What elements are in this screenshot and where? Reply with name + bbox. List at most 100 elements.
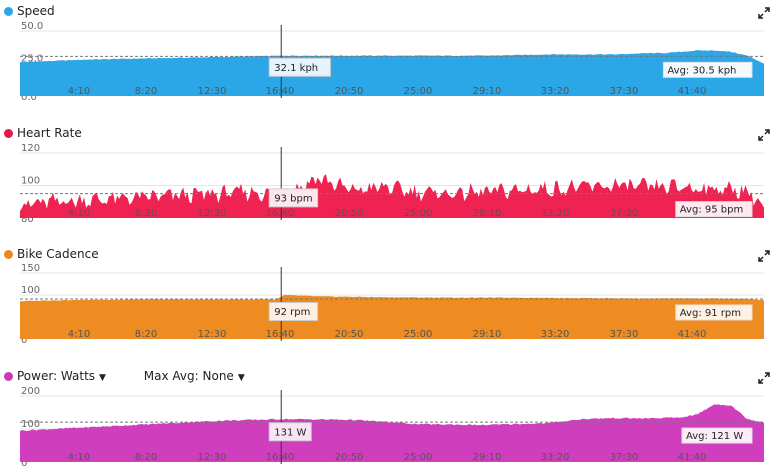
power-chart[interactable]: 0 100 200 4:10 8:20 12:30 16:40 20:50 25:00 29:10… (0, 364, 784, 474)
cadence-legend-dot (4, 250, 13, 259)
x-tick-label: 33:20 (541, 329, 570, 340)
x-tick-label: 37:30 (610, 208, 639, 219)
cadence-title: Bike Cadence (4, 247, 99, 261)
avg-label-text: Avg: 30.5 kph (667, 65, 736, 76)
x-tick-label: 12:30 (198, 329, 227, 340)
avg-label: Avg: 95 bpm (675, 201, 753, 218)
x-tick-label: 33:20 (541, 208, 570, 219)
y-tick-label: 100 (21, 285, 40, 296)
speed-chart[interactable]: 0.0 25.0 50.0 4:10 8:20 12:30 16:40 20:50 25:00 2… (0, 0, 784, 118)
max-avg-dropdown[interactable]: Max Avg: None ▼ (144, 369, 245, 385)
heart-rate-title: Heart Rate (4, 126, 82, 140)
x-tick-label: 20:50 (335, 86, 364, 97)
speed-title: Speed (4, 4, 55, 18)
x-tick-label: 20:50 (335, 208, 364, 219)
x-tick-label: 41:40 (678, 452, 707, 463)
series-area (20, 50, 764, 96)
x-tick-label: 29:10 (473, 208, 502, 219)
series-area (20, 174, 764, 218)
cursor-tooltip: 93 bpm (268, 188, 319, 208)
x-tick-label: 12:30 (198, 452, 227, 463)
avg-label: Avg: 91 rpm (675, 304, 753, 321)
x-tick-label: 25:00 (404, 329, 433, 340)
x-tick-label: 25:00 (404, 452, 433, 463)
series-area (20, 294, 764, 339)
chevron-down-icon: ▼ (99, 373, 106, 383)
heart-rate-panel: Heart Rate 80 100 120 4:10 8:20 12:30 16:40 20:… (0, 122, 784, 240)
x-tick-label: 29:10 (473, 86, 502, 97)
x-tick-label: 20:50 (335, 452, 364, 463)
cursor-tooltip: 131 W (268, 422, 312, 442)
x-tick-label: 33:20 (541, 86, 570, 97)
speed-panel: Speed 0.0 25.0 50.0 4:10 8:20 12:30 16:40 20:50… (0, 0, 784, 118)
x-tick-label: 25:00 (404, 86, 433, 97)
x-tick-label: 8:20 (135, 329, 157, 340)
cursor-tooltip-text: 131 W (274, 427, 306, 438)
x-tick-label: 33:20 (541, 452, 570, 463)
x-tick-label: 4:10 (68, 329, 90, 340)
cursor-tooltip-text: 92 rpm (274, 307, 310, 318)
avg-label-text: Avg: 95 bpm (680, 205, 743, 216)
x-tick-label: 16:40 (266, 329, 295, 340)
avg-label-text: Avg: 121 W (686, 431, 743, 442)
y-tick-label: 100 (21, 176, 40, 187)
y-tick-label: 0 (21, 458, 27, 469)
x-tick-label: 8:20 (135, 208, 157, 219)
expand-icon[interactable] (758, 129, 770, 141)
x-tick-label: 37:30 (610, 86, 639, 97)
heart-rate-chart[interactable]: 80 100 120 4:10 8:20 12:30 16:40 20:50 25:00 29:1… (0, 122, 784, 240)
max-avg-label: Max Avg: None (143, 369, 234, 383)
x-tick-label: 41:40 (678, 86, 707, 97)
x-tick-label: 29:10 (473, 452, 502, 463)
x-tick-label: 37:30 (610, 452, 639, 463)
avg-label: Avg: 30.5 kph (662, 61, 753, 78)
power-title: Power: Watts ▼ Max Avg: None ▼ (4, 369, 245, 385)
x-tick-label: 20:50 (335, 329, 364, 340)
y-tick-label: 50.0 (21, 21, 43, 32)
y-tick-label: 25.0 (21, 54, 43, 65)
x-tick-label: 8:20 (135, 452, 157, 463)
cadence-chart[interactable]: 0501001504:108:2012:3016:4020:5025:0029:… (0, 243, 784, 361)
power-panel: Power: Watts ▼ Max Avg: None ▼ 0 100 200 4:10… (0, 364, 784, 474)
x-tick-label: 4:10 (68, 86, 90, 97)
cursor-tooltip: 32.1 kph (268, 57, 331, 77)
avg-label-text: Avg: 91 rpm (680, 308, 741, 319)
avg-label: Avg: 121 W (681, 427, 753, 444)
series-area (20, 404, 764, 462)
heart-rate-legend-dot (4, 129, 13, 138)
x-tick-label: 25:00 (404, 208, 433, 219)
cadence-panel: Bike Cadence 0501001504:108:2012:3016:40… (0, 243, 784, 361)
x-tick-label: 12:30 (198, 208, 227, 219)
x-tick-label: 4:10 (68, 208, 90, 219)
expand-icon[interactable] (758, 372, 770, 384)
speed-legend-dot (4, 7, 13, 16)
expand-icon[interactable] (758, 7, 770, 19)
x-tick-label: 4:10 (68, 452, 90, 463)
x-tick-label: 12:30 (198, 86, 227, 97)
y-tick-label: 0 (21, 335, 27, 346)
cursor-tooltip-text: 32.1 kph (274, 63, 318, 74)
heart-rate-title-text: Heart Rate (17, 126, 82, 140)
y-tick-label: 0.0 (21, 92, 37, 103)
speed-title-text: Speed (17, 4, 55, 18)
power-legend-dot (4, 372, 13, 381)
y-tick-label: 150 (21, 263, 40, 274)
x-tick-label: 16:40 (266, 452, 295, 463)
y-tick-label: 200 (21, 386, 40, 397)
y-tick-label: 100 (21, 419, 40, 430)
cursor-tooltip-text: 93 bpm (274, 193, 312, 204)
x-tick-label: 16:40 (266, 208, 295, 219)
x-tick-label: 8:20 (135, 86, 157, 97)
chevron-down-icon: ▼ (237, 373, 245, 383)
y-tick-label: 80 (21, 214, 34, 225)
power-metric-label: Power: Watts (17, 369, 96, 383)
x-tick-label: 41:40 (678, 329, 707, 340)
power-metric-dropdown[interactable]: Power: Watts ▼ (17, 369, 106, 385)
x-tick-label: 16:40 (266, 86, 295, 97)
expand-icon[interactable] (758, 250, 770, 262)
y-tick-label: 120 (21, 143, 40, 154)
x-tick-label: 37:30 (610, 329, 639, 340)
x-tick-label: 29:10 (473, 329, 502, 340)
cadence-title-text: Bike Cadence (17, 247, 99, 261)
cursor-tooltip: 92 rpm (268, 302, 319, 322)
